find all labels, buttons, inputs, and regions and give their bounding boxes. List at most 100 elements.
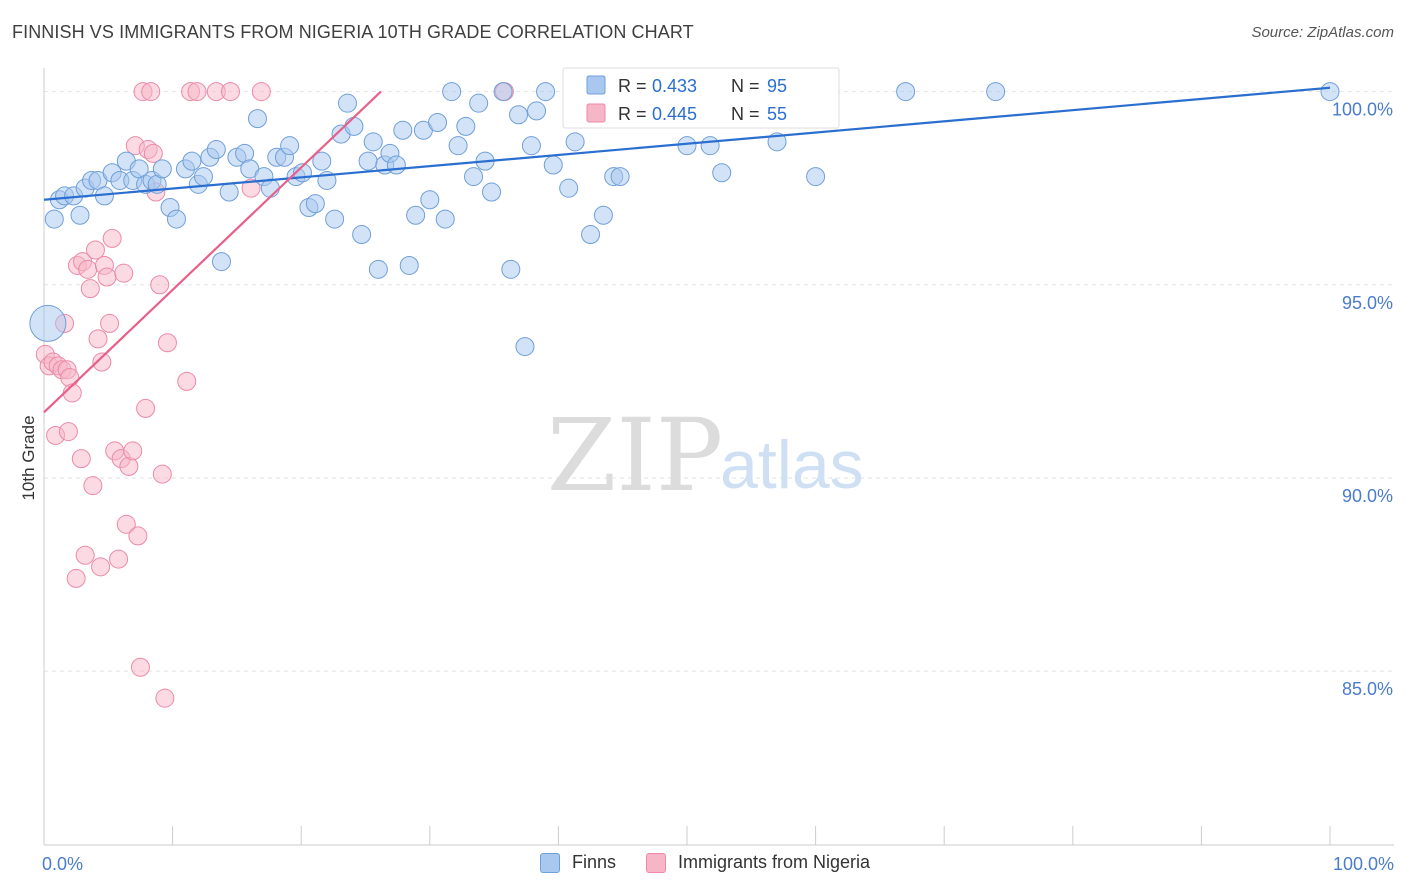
finns-point-24 bbox=[193, 167, 213, 187]
legend-r-label-nigeria: R = bbox=[618, 104, 647, 124]
nigeria-point-33 bbox=[123, 441, 143, 461]
finns-point-41 bbox=[305, 194, 325, 214]
finns-point-44 bbox=[325, 209, 345, 229]
finns-point-34 bbox=[260, 178, 280, 198]
finns-point-42 bbox=[312, 151, 332, 171]
legend-n-label-nigeria: N = bbox=[731, 104, 760, 124]
finns-point-1 bbox=[44, 209, 64, 229]
finns-point-55 bbox=[393, 120, 413, 140]
legend-swatch-nigeria-bottom bbox=[646, 852, 667, 873]
nigeria-point-52 bbox=[241, 178, 261, 198]
finns-point-94 bbox=[1320, 82, 1340, 102]
legend-n-value-finns: 95 bbox=[767, 76, 787, 96]
nigeria-point-30 bbox=[114, 263, 134, 283]
nigeria-point-13 bbox=[71, 449, 91, 469]
finns-point-20 bbox=[166, 209, 186, 229]
finns-point-28 bbox=[219, 182, 239, 202]
nigeria-point-35 bbox=[128, 526, 148, 546]
trend-line-finns bbox=[43, 86, 1331, 201]
nigeria-point-53 bbox=[251, 82, 271, 102]
nigeria-point-26 bbox=[102, 228, 122, 248]
legend-r-value-finns: 0.433 bbox=[652, 76, 697, 96]
legend-label-nigeria: Immigrants from Nigeria bbox=[678, 852, 871, 872]
y-tick-label-1: 90.0% bbox=[1342, 486, 1393, 506]
finns-point-76 bbox=[543, 155, 563, 175]
axes bbox=[43, 68, 1394, 846]
finns-point-51 bbox=[368, 259, 388, 279]
legend-label-finns: Finns bbox=[572, 852, 617, 872]
x-tick-label-max: 100.0% bbox=[1333, 854, 1394, 874]
nigeria-point-36 bbox=[130, 657, 150, 677]
nigeria-point-18 bbox=[83, 476, 103, 496]
finns-point-37 bbox=[280, 136, 300, 156]
trend-line-nigeria bbox=[43, 90, 382, 414]
finns-point-65 bbox=[464, 167, 484, 187]
finns-point-70 bbox=[501, 259, 521, 279]
nigeria-point-43 bbox=[150, 275, 170, 295]
nigeria-point-44 bbox=[152, 464, 172, 484]
finns-point-74 bbox=[527, 101, 547, 121]
finns-point-47 bbox=[344, 116, 364, 136]
nigeria-point-38 bbox=[136, 398, 156, 418]
legend-swatch-nigeria bbox=[586, 103, 606, 123]
nigeria-point-47 bbox=[177, 371, 197, 391]
legend-item-nigeria[interactable]: Immigrants from Nigeria bbox=[646, 852, 870, 873]
finns-point-49 bbox=[358, 151, 378, 171]
finns-point-26 bbox=[206, 140, 226, 160]
nigeria-point-40 bbox=[141, 82, 161, 102]
legend-top: R = 0.433 N = 95 R = 0.445 N = 55 bbox=[562, 67, 840, 129]
y-tick-label-3: 100.0% bbox=[1332, 100, 1393, 120]
finns-point-92 bbox=[896, 82, 916, 102]
nigeria-point-21 bbox=[91, 557, 111, 577]
finns-point-64 bbox=[456, 116, 476, 136]
finns-point-18 bbox=[152, 159, 172, 179]
legend-r-label-finns: R = bbox=[618, 76, 647, 96]
finns-point-54 bbox=[386, 155, 406, 175]
finns-point-85 bbox=[700, 136, 720, 156]
chart-title: FINNISH VS IMMIGRANTS FROM NIGERIA 10TH … bbox=[12, 22, 694, 42]
finns-point-68 bbox=[482, 182, 502, 202]
legend-n-value-nigeria: 55 bbox=[767, 104, 787, 124]
legend-swatch-finns bbox=[586, 75, 606, 95]
finns-point-93 bbox=[986, 82, 1006, 102]
finns-point-50 bbox=[363, 132, 383, 152]
finns-point-91 bbox=[806, 167, 826, 187]
nigeria-point-16 bbox=[78, 259, 98, 279]
nigeria-point-19 bbox=[85, 240, 105, 260]
nigeria-point-11 bbox=[66, 568, 86, 588]
nigeria-point-51 bbox=[220, 82, 240, 102]
nigeria-point-20 bbox=[88, 329, 108, 349]
finns-point-69 bbox=[493, 82, 513, 102]
finns-point-72 bbox=[515, 337, 535, 357]
finns-point-66 bbox=[469, 93, 489, 113]
finns-point-75 bbox=[536, 82, 556, 102]
finns-point-86 bbox=[712, 163, 732, 183]
finns-point-71 bbox=[509, 105, 529, 125]
x-tick-label-min: 0.0% bbox=[42, 854, 83, 874]
legend-item-finns[interactable]: Finns bbox=[540, 852, 616, 873]
y-tick-label-0: 85.0% bbox=[1342, 679, 1393, 699]
watermark-zip: ZIP bbox=[547, 397, 723, 514]
nigeria-point-9 bbox=[60, 368, 80, 387]
watermark-atlas: atlas bbox=[720, 427, 864, 503]
nigeria-point-49 bbox=[187, 82, 207, 102]
nigeria-point-31 bbox=[116, 514, 136, 534]
nigeria-points bbox=[35, 82, 514, 708]
nigeria-point-15 bbox=[75, 545, 95, 565]
finns-point-79 bbox=[581, 225, 601, 245]
finns-point-73 bbox=[521, 136, 541, 156]
y-axis-label: 10th Grade bbox=[19, 415, 38, 500]
finns-point-80 bbox=[593, 205, 613, 225]
legend-n-label-finns: N = bbox=[731, 76, 760, 96]
legend-r-value-nigeria: 0.445 bbox=[652, 104, 697, 124]
finns-point-22 bbox=[182, 151, 202, 171]
nigeria-point-8 bbox=[58, 422, 78, 442]
finns-point-56 bbox=[399, 255, 419, 275]
finns-point-77 bbox=[559, 178, 579, 198]
source-label: Source: ZipAtlas.com bbox=[1251, 24, 1394, 41]
watermark: ZIP atlas bbox=[547, 397, 864, 514]
finns-point-27 bbox=[211, 252, 231, 272]
finns-point-32 bbox=[247, 109, 267, 129]
finns-point-62 bbox=[442, 82, 462, 102]
